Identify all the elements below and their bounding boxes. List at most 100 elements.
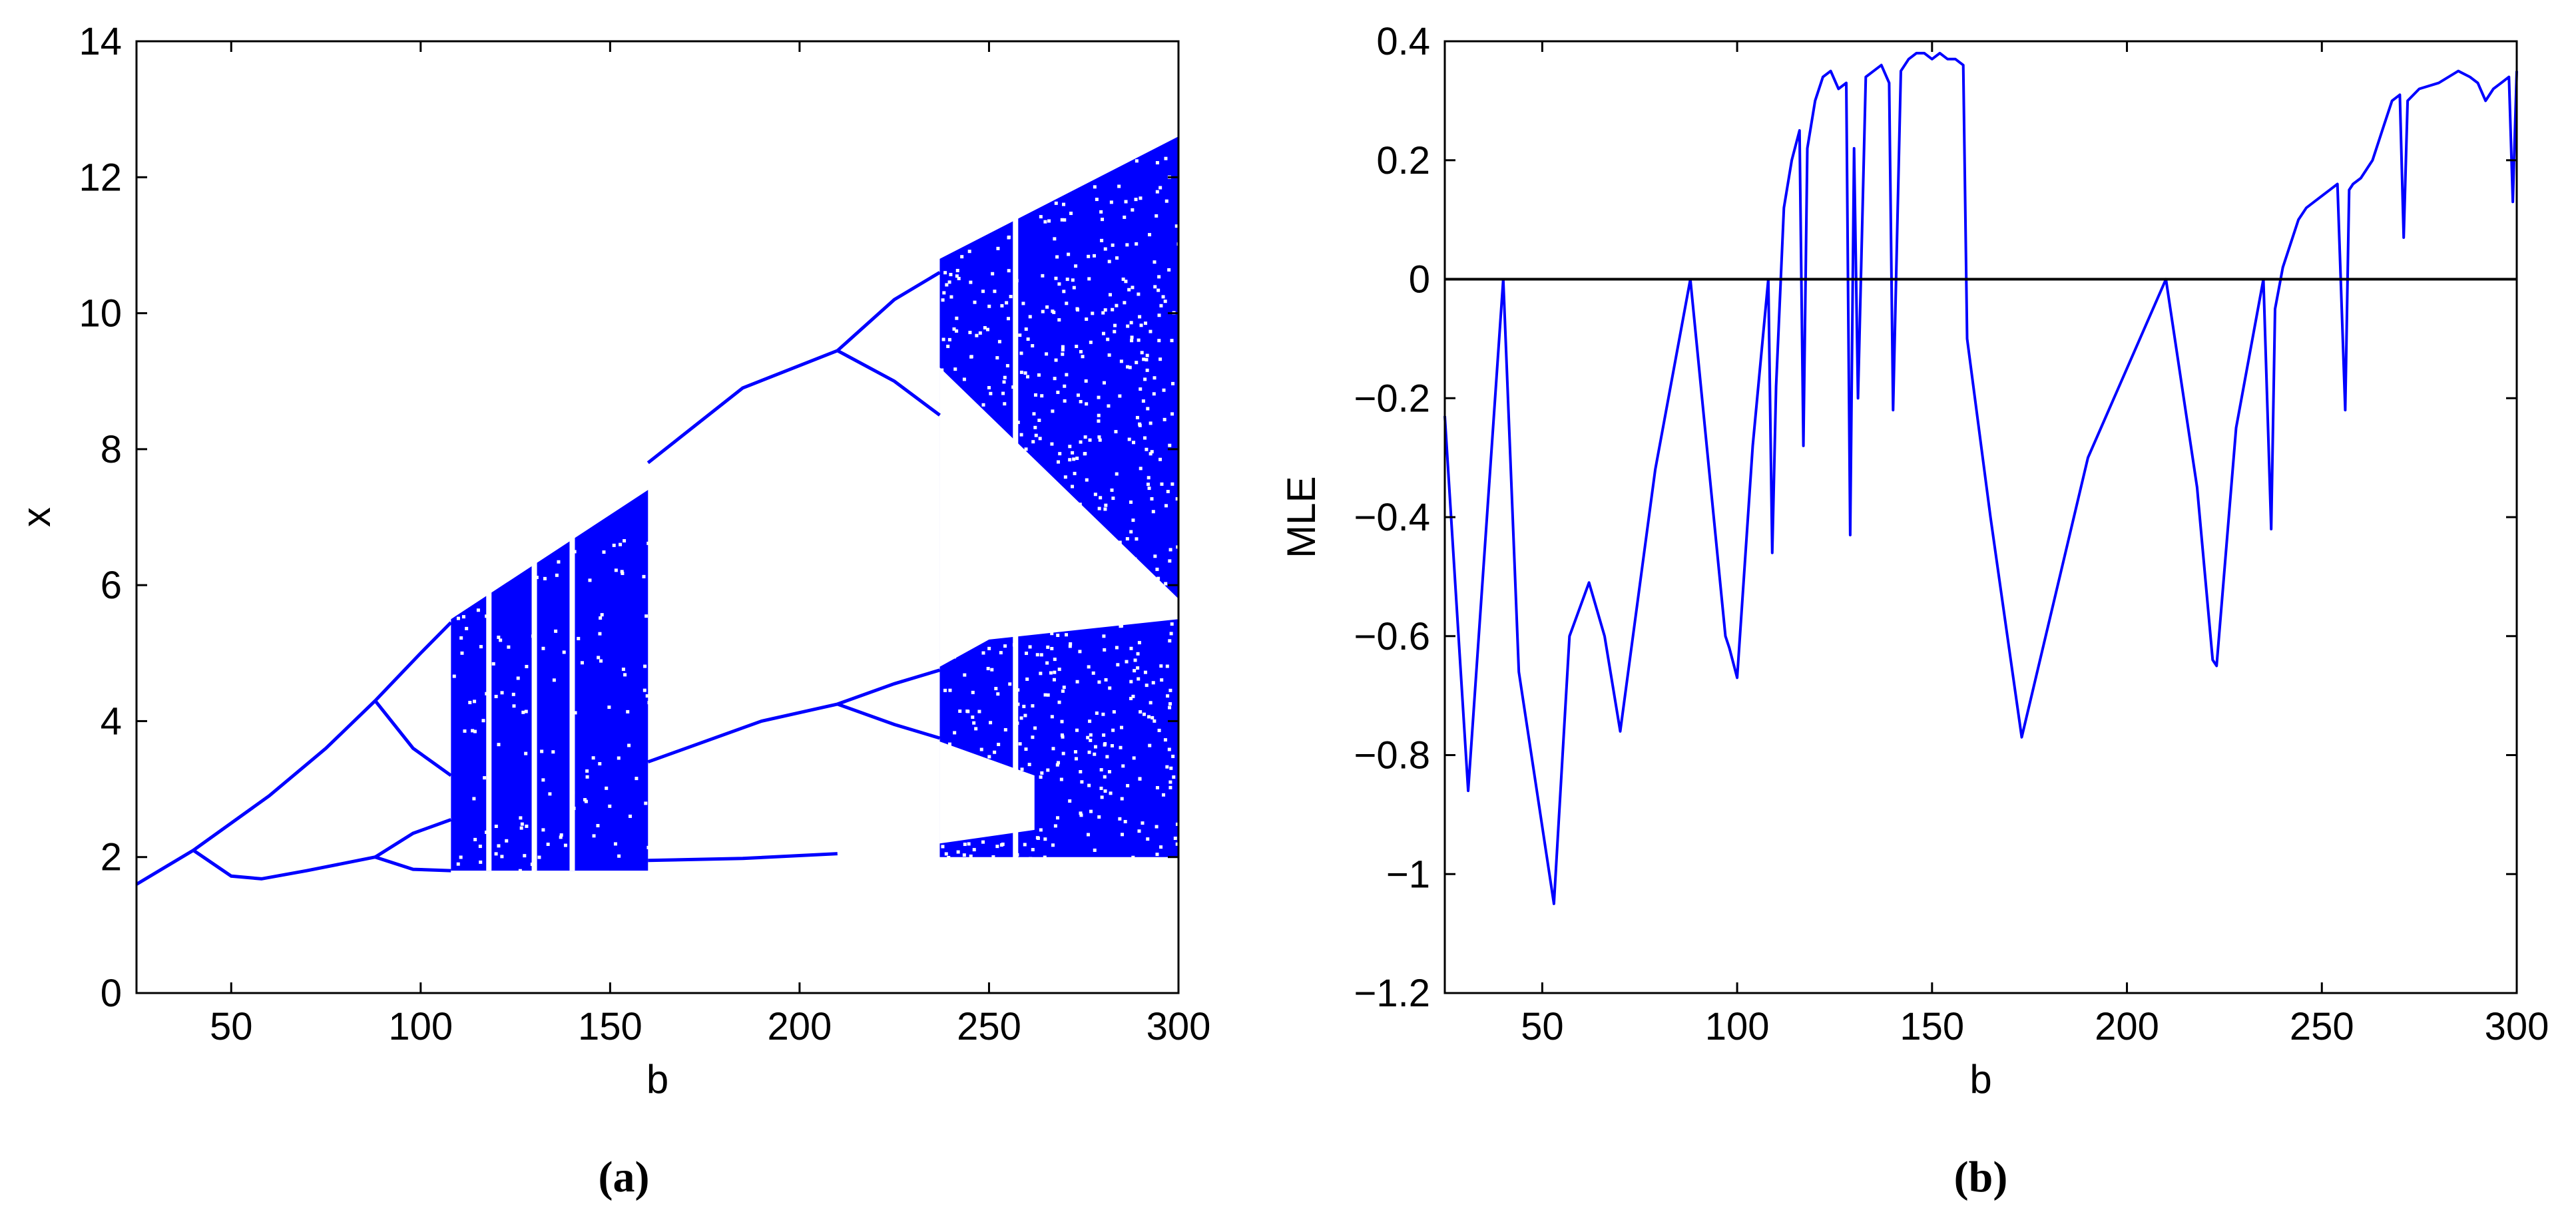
chaos-gap <box>1051 843 1055 847</box>
chaos-gap <box>1097 419 1101 423</box>
y-axis-label: x <box>14 507 59 527</box>
chaos-gap <box>473 837 477 841</box>
chaos-gap <box>1130 339 1134 343</box>
chaos-gap <box>1097 507 1101 510</box>
chaos-gap <box>521 710 525 714</box>
chaos-gap <box>1136 666 1140 670</box>
chaos-gap <box>948 688 952 692</box>
chaos-gap <box>1097 815 1101 819</box>
chaos-gap <box>1073 471 1077 475</box>
chaos-gap <box>1168 639 1172 643</box>
chaos-gap <box>1080 780 1084 784</box>
chaos-gap <box>1151 715 1155 719</box>
chaos-gap <box>1153 260 1157 264</box>
chaos-gap <box>1049 671 1053 675</box>
chaos-gap <box>1178 479 1182 483</box>
chaos-gap <box>1168 706 1172 710</box>
chaos-gap <box>628 814 632 818</box>
chaos-gap <box>617 854 621 858</box>
chaos-gap <box>543 576 547 580</box>
chaos-gap <box>1115 646 1119 650</box>
chaos-gap <box>989 721 993 725</box>
chaos-gap <box>986 667 990 671</box>
chaos-gap <box>1058 452 1062 456</box>
chaos-gap <box>946 344 950 348</box>
chaos-gap <box>1101 331 1105 335</box>
chaos-gap <box>1131 518 1135 522</box>
chaos-gap <box>1099 786 1103 790</box>
chaos-gap <box>1160 678 1164 682</box>
chaos-gap <box>997 742 1001 746</box>
chaos-gap <box>1051 409 1055 413</box>
chaos-gap <box>612 543 616 547</box>
chaos-gap <box>1155 567 1159 571</box>
chaos-gap <box>1103 775 1107 779</box>
chaos-gap <box>1031 704 1035 708</box>
chaos-gap <box>646 845 650 849</box>
chaos-gap <box>981 290 985 294</box>
chaos-gap <box>1043 837 1047 841</box>
chaos-gap <box>1159 186 1162 190</box>
chaos-gap <box>947 742 951 746</box>
chaos-gap <box>999 843 1003 847</box>
chaos-gap <box>1155 160 1159 164</box>
chaos-gap <box>1137 292 1141 296</box>
chaos-gap <box>1123 301 1127 305</box>
chaos-gap <box>1155 825 1159 829</box>
chaos-gap <box>952 327 956 331</box>
chaos-gap <box>1175 842 1179 846</box>
chaos-gap <box>1007 235 1011 239</box>
chaos-gap <box>1089 340 1093 344</box>
chaos-gap <box>1065 633 1069 637</box>
chaos-gap <box>580 661 584 665</box>
chaos-gap <box>1081 355 1085 359</box>
chaos-gap <box>1075 457 1079 461</box>
chaos-gap <box>607 706 611 710</box>
chaos-gap <box>1045 352 1049 356</box>
chaos-gap <box>1137 677 1141 681</box>
chaos-gap <box>1023 843 1027 847</box>
chaos-gap <box>1071 485 1075 489</box>
chaos-gap <box>1041 274 1045 278</box>
chaos-gap <box>1125 243 1129 247</box>
chaos-gap <box>963 673 967 677</box>
chaos-gap <box>1101 712 1105 716</box>
chaos-gap <box>1111 243 1115 247</box>
chaos-gap <box>1119 359 1123 363</box>
chaos-gap <box>1135 415 1139 419</box>
chaos-gap <box>635 777 639 781</box>
chaos-gap <box>1152 392 1156 396</box>
chaos-gap <box>1166 694 1170 698</box>
chaos-gap <box>1162 417 1166 421</box>
chaos-gap <box>1068 644 1072 648</box>
chaos-gap <box>1087 833 1091 837</box>
y-tick-label: −0.8 <box>1354 734 1431 777</box>
chaos-gap <box>1026 337 1030 341</box>
chaos-gap <box>942 291 946 295</box>
chaos-gap <box>1005 363 1009 367</box>
chaos-gap <box>989 391 993 395</box>
chaos-gap <box>1137 338 1141 342</box>
chaos-gap <box>1098 438 1102 442</box>
chaos-gap <box>599 616 603 620</box>
chaos-gap <box>1170 482 1174 486</box>
chaos-gap <box>1069 642 1073 646</box>
chaos-gap <box>1170 412 1174 416</box>
chaos-gap <box>525 664 529 668</box>
chaos-gap <box>1157 275 1161 279</box>
chaos-gap <box>500 691 504 695</box>
chaos-gap <box>973 300 977 304</box>
chaos-gap <box>1063 475 1067 479</box>
chaos-gap <box>1034 393 1038 397</box>
chaos-gap <box>1040 771 1044 775</box>
chaos-gap <box>1039 653 1043 657</box>
x-tick-label: 300 <box>1147 1005 1211 1048</box>
chaos-gap <box>1091 311 1095 315</box>
chaos-gap <box>1102 733 1106 737</box>
chaos-gap <box>1027 763 1031 767</box>
chaos-gap <box>1043 693 1047 697</box>
chaos-gap <box>1087 254 1091 258</box>
chaos-gap <box>971 690 975 694</box>
chaos-gap <box>1103 743 1107 747</box>
chaos-gap <box>1053 377 1057 381</box>
